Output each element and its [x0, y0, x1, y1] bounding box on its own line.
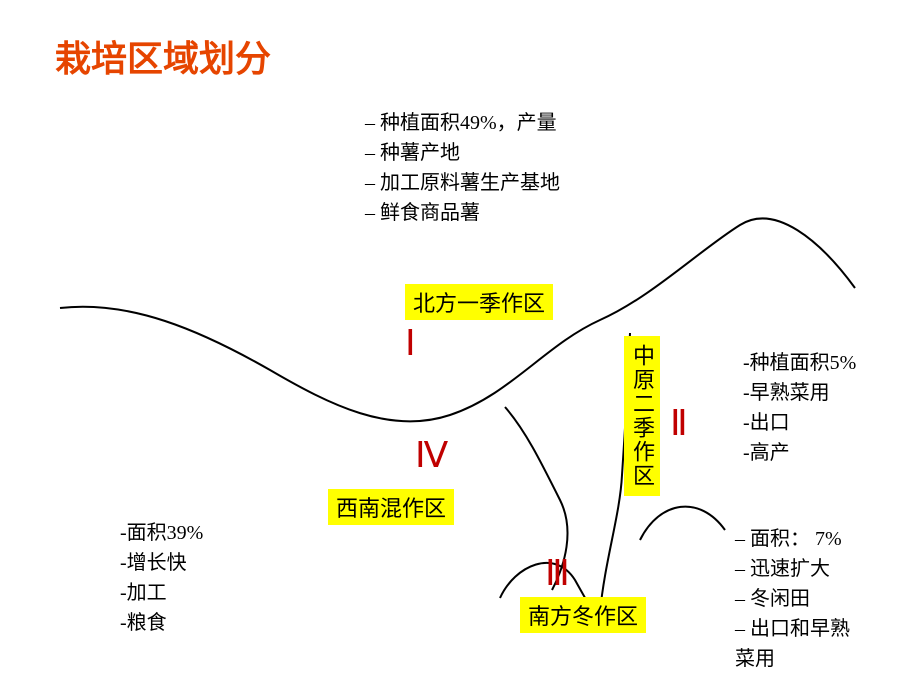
region-label-north: 北方一季作区	[405, 284, 553, 320]
region-bullets-southwest: -面积39%-增长快-加工-粮食	[120, 518, 203, 638]
region-bullets-central: -种植面积5%-早熟菜用-出口-高产	[743, 348, 856, 468]
bullet-item: – 出口和早熟	[735, 614, 850, 644]
map-curve	[640, 507, 725, 540]
region-bullets-south: – 面积： 7%– 迅速扩大– 冬闲田– 出口和早熟 菜用	[735, 524, 850, 674]
region-numeral-southwest: Ⅳ	[415, 434, 448, 476]
bullet-item: – 种薯产地	[365, 138, 560, 168]
region-numeral-north: Ⅰ	[405, 322, 416, 364]
bullet-item: -粮食	[120, 608, 203, 638]
bullet-item: – 鲜食商品薯	[365, 198, 560, 228]
region-bullets-north: – 种植面积49%，产量– 种薯产地– 加工原料薯生产基地– 鲜食商品薯	[365, 108, 560, 228]
bullet-item: -面积39%	[120, 518, 203, 548]
region-numeral-south: Ⅲ	[545, 552, 570, 594]
region-label-south: 南方冬作区	[520, 597, 646, 633]
bullet-item: -加工	[120, 578, 203, 608]
bullet-item: -早熟菜用	[743, 378, 856, 408]
bullet-item: – 加工原料薯生产基地	[365, 168, 560, 198]
bullet-item: -增长快	[120, 548, 203, 578]
region-numeral-central: Ⅱ	[670, 402, 688, 444]
bullet-item: – 迅速扩大	[735, 554, 850, 584]
bullet-item: -高产	[743, 438, 856, 468]
bullet-item: – 冬闲田	[735, 584, 850, 614]
bullet-item: – 种植面积49%，产量	[365, 108, 560, 138]
page-title: 栽培区域划分	[55, 30, 271, 82]
region-label-southwest: 西南混作区	[328, 489, 454, 525]
bullet-item: -种植面积5%	[743, 348, 856, 378]
bullet-item: – 面积： 7%	[735, 524, 850, 554]
region-label-central: 中原二季作区	[624, 336, 660, 496]
bullet-item: -出口	[743, 408, 856, 438]
bullet-item: 菜用	[735, 644, 850, 674]
